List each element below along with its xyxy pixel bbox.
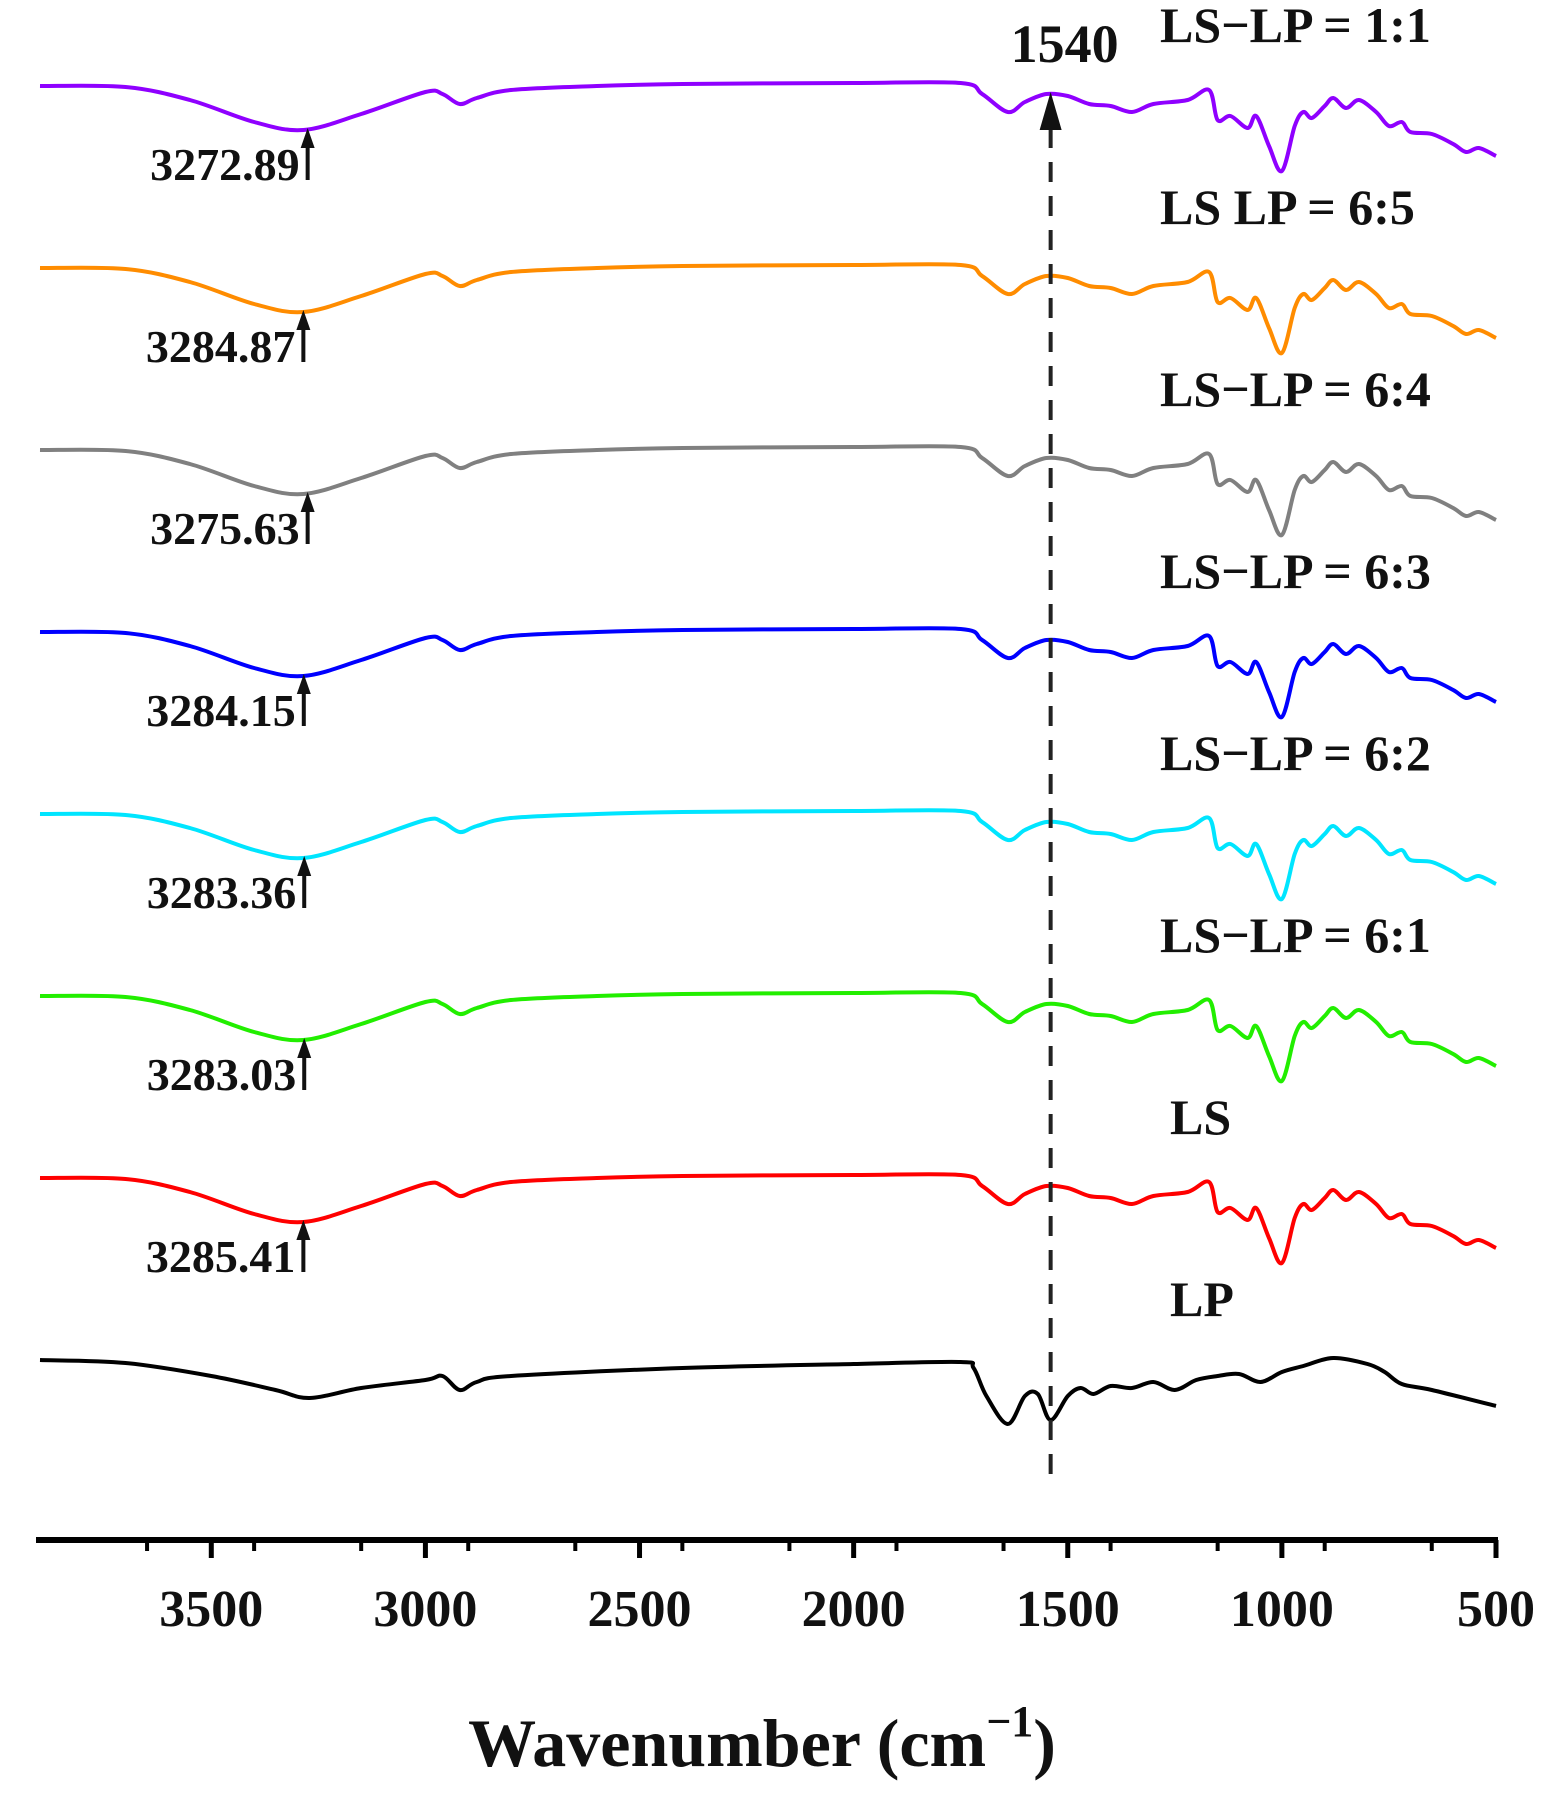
series-label: LS LP = 6:5 [1160, 179, 1415, 235]
series-line-ls-lp-6-4 [39, 444, 1497, 538]
peak-annotation: 3284.15 [146, 674, 311, 736]
series-line-ls-lp-6-1 [39, 990, 1497, 1084]
series-line-ls-lp-6-3 [39, 626, 1497, 720]
series-label: LS [1170, 1089, 1231, 1145]
peak-label: 3272.89 [150, 139, 300, 190]
x-tick-label: 2000 [802, 1581, 906, 1638]
x-tick-label: 3000 [373, 1581, 477, 1638]
x-tick-label: 500 [1457, 1581, 1535, 1638]
series-label: LS−LP = 6:4 [1160, 361, 1431, 417]
series-line-lp [39, 1355, 1497, 1426]
peak-labels-layer: 3272.89 3284.87 3275.63 3284.15 3283.36 3283.… [146, 128, 315, 1282]
peak-annotation: 3272.89 [150, 128, 315, 190]
peak-annotation: 3283.36 [147, 856, 312, 918]
peak-label: 3283.36 [147, 867, 297, 918]
x-tick-label: 1000 [1230, 1581, 1334, 1638]
series-label: LS−LP = 1:1 [1160, 0, 1431, 53]
peak-annotation: 3275.63 [150, 492, 315, 554]
peak-arrow-up-icon [296, 310, 311, 330]
peak-arrow-up-icon [296, 1220, 311, 1240]
peak-label: 3285.41 [146, 1231, 296, 1282]
x-axis-title-main: Wavenumber (cm [468, 1705, 986, 1781]
series-line-ls-lp-1-1 [39, 80, 1497, 174]
peak-arrow-up-icon [297, 1038, 312, 1058]
x-axis-title-close: ) [1033, 1705, 1056, 1781]
peak-label: 3284.87 [146, 321, 296, 372]
peak-arrow-up-icon [296, 674, 311, 694]
peak-annotation: 3285.41 [146, 1220, 311, 1282]
peak-label: 3275.63 [150, 503, 300, 554]
series-label: LS−LP = 6:2 [1160, 725, 1431, 781]
marker-arrow-up-icon [1039, 92, 1062, 130]
x-tick-label: 3500 [159, 1581, 263, 1638]
series-labels-layer: LS−LP = 1:1 LS LP = 6:5 LS−LP = 6:4 LS−LP =… [1160, 0, 1431, 1327]
x-axis-title-superscript: −1 [986, 1697, 1033, 1746]
series-layer [39, 80, 1497, 1426]
peak-arrow-up-icon [300, 492, 315, 512]
series-line-ls [39, 1172, 1497, 1266]
series-line-ls-lp-6-5 [39, 262, 1497, 356]
peak-arrow-up-icon [297, 856, 312, 876]
x-axis-ticks: 3500 3000 2500 2000 1500 1000 500 [145, 1540, 1535, 1638]
x-tick-label: 1500 [1016, 1581, 1120, 1638]
peak-label: 3283.03 [147, 1049, 297, 1100]
peak-annotation: 3284.87 [146, 310, 311, 372]
x-tick-label: 2500 [588, 1581, 692, 1638]
marker-label: 1540 [1011, 14, 1119, 74]
peak-label: 3284.15 [146, 685, 296, 736]
series-label: LS−LP = 6:1 [1160, 907, 1431, 963]
x-axis-title: Wavenumber (cm−1) [468, 1697, 1056, 1781]
series-line-ls-lp-6-2 [39, 808, 1497, 902]
series-label: LS−LP = 6:3 [1160, 543, 1431, 599]
peak-annotation: 3283.03 [147, 1038, 312, 1100]
peak-arrow-up-icon [300, 128, 315, 148]
series-label: LP [1170, 1271, 1234, 1327]
